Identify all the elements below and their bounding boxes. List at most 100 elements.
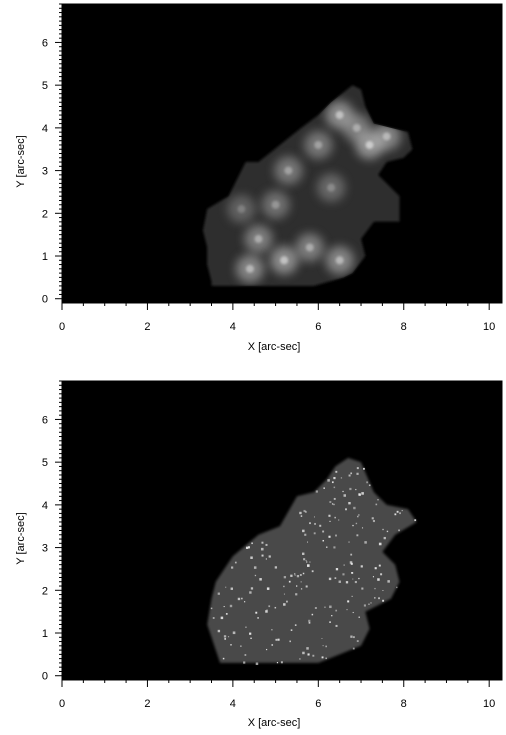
speckle-point xyxy=(294,574,296,576)
speckle-point xyxy=(299,574,302,576)
speckle-point xyxy=(305,559,307,562)
bright-feature-core xyxy=(305,243,314,252)
speckle-point xyxy=(356,472,359,475)
speckle-point xyxy=(333,476,336,480)
y-tick-label: 2 xyxy=(42,208,48,220)
speckle-point xyxy=(375,503,378,506)
speckle-point xyxy=(378,542,382,546)
bright-feature-core xyxy=(237,205,246,214)
speckle-point xyxy=(378,597,380,600)
speckle-point xyxy=(245,626,247,628)
bright-feature-core xyxy=(254,234,263,243)
speckle-point xyxy=(355,488,357,491)
speckle-point xyxy=(383,536,386,540)
speckle-point xyxy=(250,587,254,590)
speckle-point xyxy=(328,514,331,517)
y-tick-label: 2 xyxy=(42,585,48,597)
speckle-point xyxy=(382,599,385,602)
speckle-point xyxy=(328,535,331,538)
speckle-point xyxy=(363,467,365,470)
bright-feature-core xyxy=(335,111,344,120)
speckle-point xyxy=(324,606,326,608)
speckle-point xyxy=(346,608,348,611)
y-tick-label: 4 xyxy=(42,123,48,135)
speckle-point xyxy=(353,506,356,510)
speckle-point xyxy=(315,490,318,493)
x-tick-label: 4 xyxy=(230,321,236,333)
speckle-point xyxy=(333,503,335,506)
bright-feature-core xyxy=(335,256,344,265)
speckle-point xyxy=(342,490,344,493)
speckle-point xyxy=(361,587,364,590)
speckle-point xyxy=(260,547,264,551)
speckle-point xyxy=(300,515,303,517)
speckle-point xyxy=(259,578,262,581)
speckle-point xyxy=(358,577,360,580)
speckle-point xyxy=(295,593,298,596)
speckle-point xyxy=(265,543,268,546)
speckle-point xyxy=(304,510,307,513)
y-axis-title: Y [arc-sec] xyxy=(15,135,27,187)
speckle-point xyxy=(325,546,328,548)
speckle-point xyxy=(304,533,307,536)
y-tick-label: 1 xyxy=(42,251,48,263)
speckle-point xyxy=(225,613,228,615)
speckle-point xyxy=(275,638,278,641)
speckle-point xyxy=(351,572,353,574)
speckle-point xyxy=(299,658,301,660)
speckle-point xyxy=(348,501,351,505)
speckle-point xyxy=(386,530,389,533)
speckle-point xyxy=(309,561,311,563)
speckle-point xyxy=(274,566,278,569)
speckle-point xyxy=(230,587,233,590)
speckle-point xyxy=(313,516,315,518)
speckle-point xyxy=(271,629,273,631)
speckle-point xyxy=(261,554,264,557)
speckle-point xyxy=(245,546,249,549)
speckle-point xyxy=(255,611,258,614)
x-tick-label: 6 xyxy=(315,321,321,333)
speckle-point xyxy=(232,631,236,635)
speckle-point xyxy=(290,574,293,577)
speckle-point xyxy=(394,513,397,516)
speckle-point xyxy=(356,534,359,537)
speckle-point xyxy=(329,501,332,503)
speckle-point xyxy=(309,522,311,525)
speckle-point xyxy=(377,499,379,501)
speckle-point xyxy=(333,486,336,489)
x-tick-label: 4 xyxy=(230,698,236,710)
bottom-panel: 0 2 4 6 8 10 0 1 2 3 4 5 6 X [arc-sec] Y [arc-sec] xyxy=(15,380,503,729)
speckle-point xyxy=(303,558,306,561)
speckle-point xyxy=(230,644,232,646)
x-tick-label: 10 xyxy=(483,698,495,710)
y-tick-label: 6 xyxy=(42,414,48,426)
speckle-point xyxy=(250,637,252,640)
bright-feature-core xyxy=(314,140,323,149)
bright-feature-core xyxy=(352,123,361,132)
speckle-point xyxy=(244,654,247,656)
speckle-point xyxy=(345,581,349,584)
speckle-point xyxy=(266,609,268,611)
speckle-point xyxy=(334,516,336,519)
speckle-point xyxy=(257,617,259,619)
speckle-point xyxy=(325,657,327,660)
speckle-point xyxy=(335,568,339,571)
speckle-point xyxy=(266,587,270,590)
speckle-point xyxy=(223,635,227,638)
speckle-point xyxy=(380,573,383,576)
speckle-point xyxy=(396,510,399,513)
speckle-point xyxy=(348,474,351,477)
speckle-point xyxy=(283,603,286,606)
speckle-point xyxy=(349,561,353,564)
emission-region xyxy=(207,457,417,663)
speckle-point xyxy=(227,636,230,638)
speckle-point xyxy=(360,565,363,568)
speckle-point xyxy=(313,532,316,535)
speckle-point xyxy=(333,546,336,549)
speckle-point xyxy=(348,541,350,543)
speckle-point xyxy=(237,597,241,601)
y-tick-label: 5 xyxy=(42,457,48,469)
speckle-point xyxy=(265,558,267,560)
x-axis-title: X [arc-sec] xyxy=(248,717,301,729)
x-tick-label: 2 xyxy=(144,698,150,710)
